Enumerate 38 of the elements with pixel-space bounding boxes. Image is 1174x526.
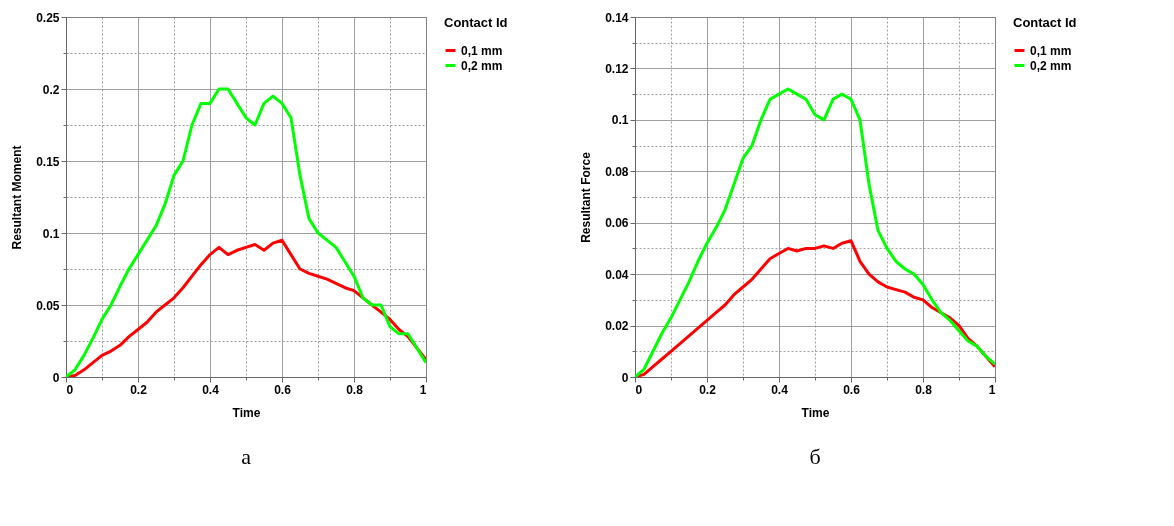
legend-label: 0,2 mm [461,58,503,73]
legend-title: Contact Id [1013,15,1077,30]
y-tick-label: 0.15 [36,154,60,169]
x-tick-label: 0.4 [202,382,220,397]
x-tick-label: 0.2 [130,382,148,397]
x-tick-label: 0.2 [699,382,717,397]
legend-label: 0,1 mm [1030,43,1072,58]
legend-title: Contact Id [444,15,508,30]
y-tick-label: 0.25 [36,10,60,25]
text: б [809,444,821,469]
x-tick-label: 0.8 [915,382,933,397]
y-tick-label: 0 [621,370,629,385]
y-tick-label: 0.02 [605,319,629,334]
x-tick-label: 0.8 [346,382,364,397]
text: а [241,444,252,469]
x-tick-label: 0.6 [843,382,861,397]
y-tick-label: 0.2 [42,82,60,97]
y-tick-label: 0.06 [605,216,629,231]
y-tick-label: 0.05 [36,298,60,313]
y-axis-title: Resultant Force [579,151,594,243]
x-tick-label: 0.6 [274,382,292,397]
y-tick-label: 0.08 [605,164,629,179]
y-axis-title: Resultant Moment [10,145,25,250]
x-axis-title: Time [801,405,830,420]
y-tick-label: 0.04 [605,267,629,282]
x-axis-title: Time [232,405,261,420]
legend-label: 0,1 mm [461,43,503,58]
x-tick-label: 0 [635,382,643,397]
y-tick-label: 0.1 [42,226,60,241]
y-tick-label: 0.12 [605,61,629,76]
y-tick-label: 0.1 [611,113,629,128]
x-tick-label: 1 [988,382,996,397]
x-tick-label: 0.4 [771,382,789,397]
y-tick-label: 0.14 [605,10,629,25]
x-tick-label: 1 [419,382,427,397]
legend-label: 0,2 mm [1030,58,1072,73]
y-tick-label: 0 [52,370,60,385]
x-tick-label: 0 [66,382,74,397]
